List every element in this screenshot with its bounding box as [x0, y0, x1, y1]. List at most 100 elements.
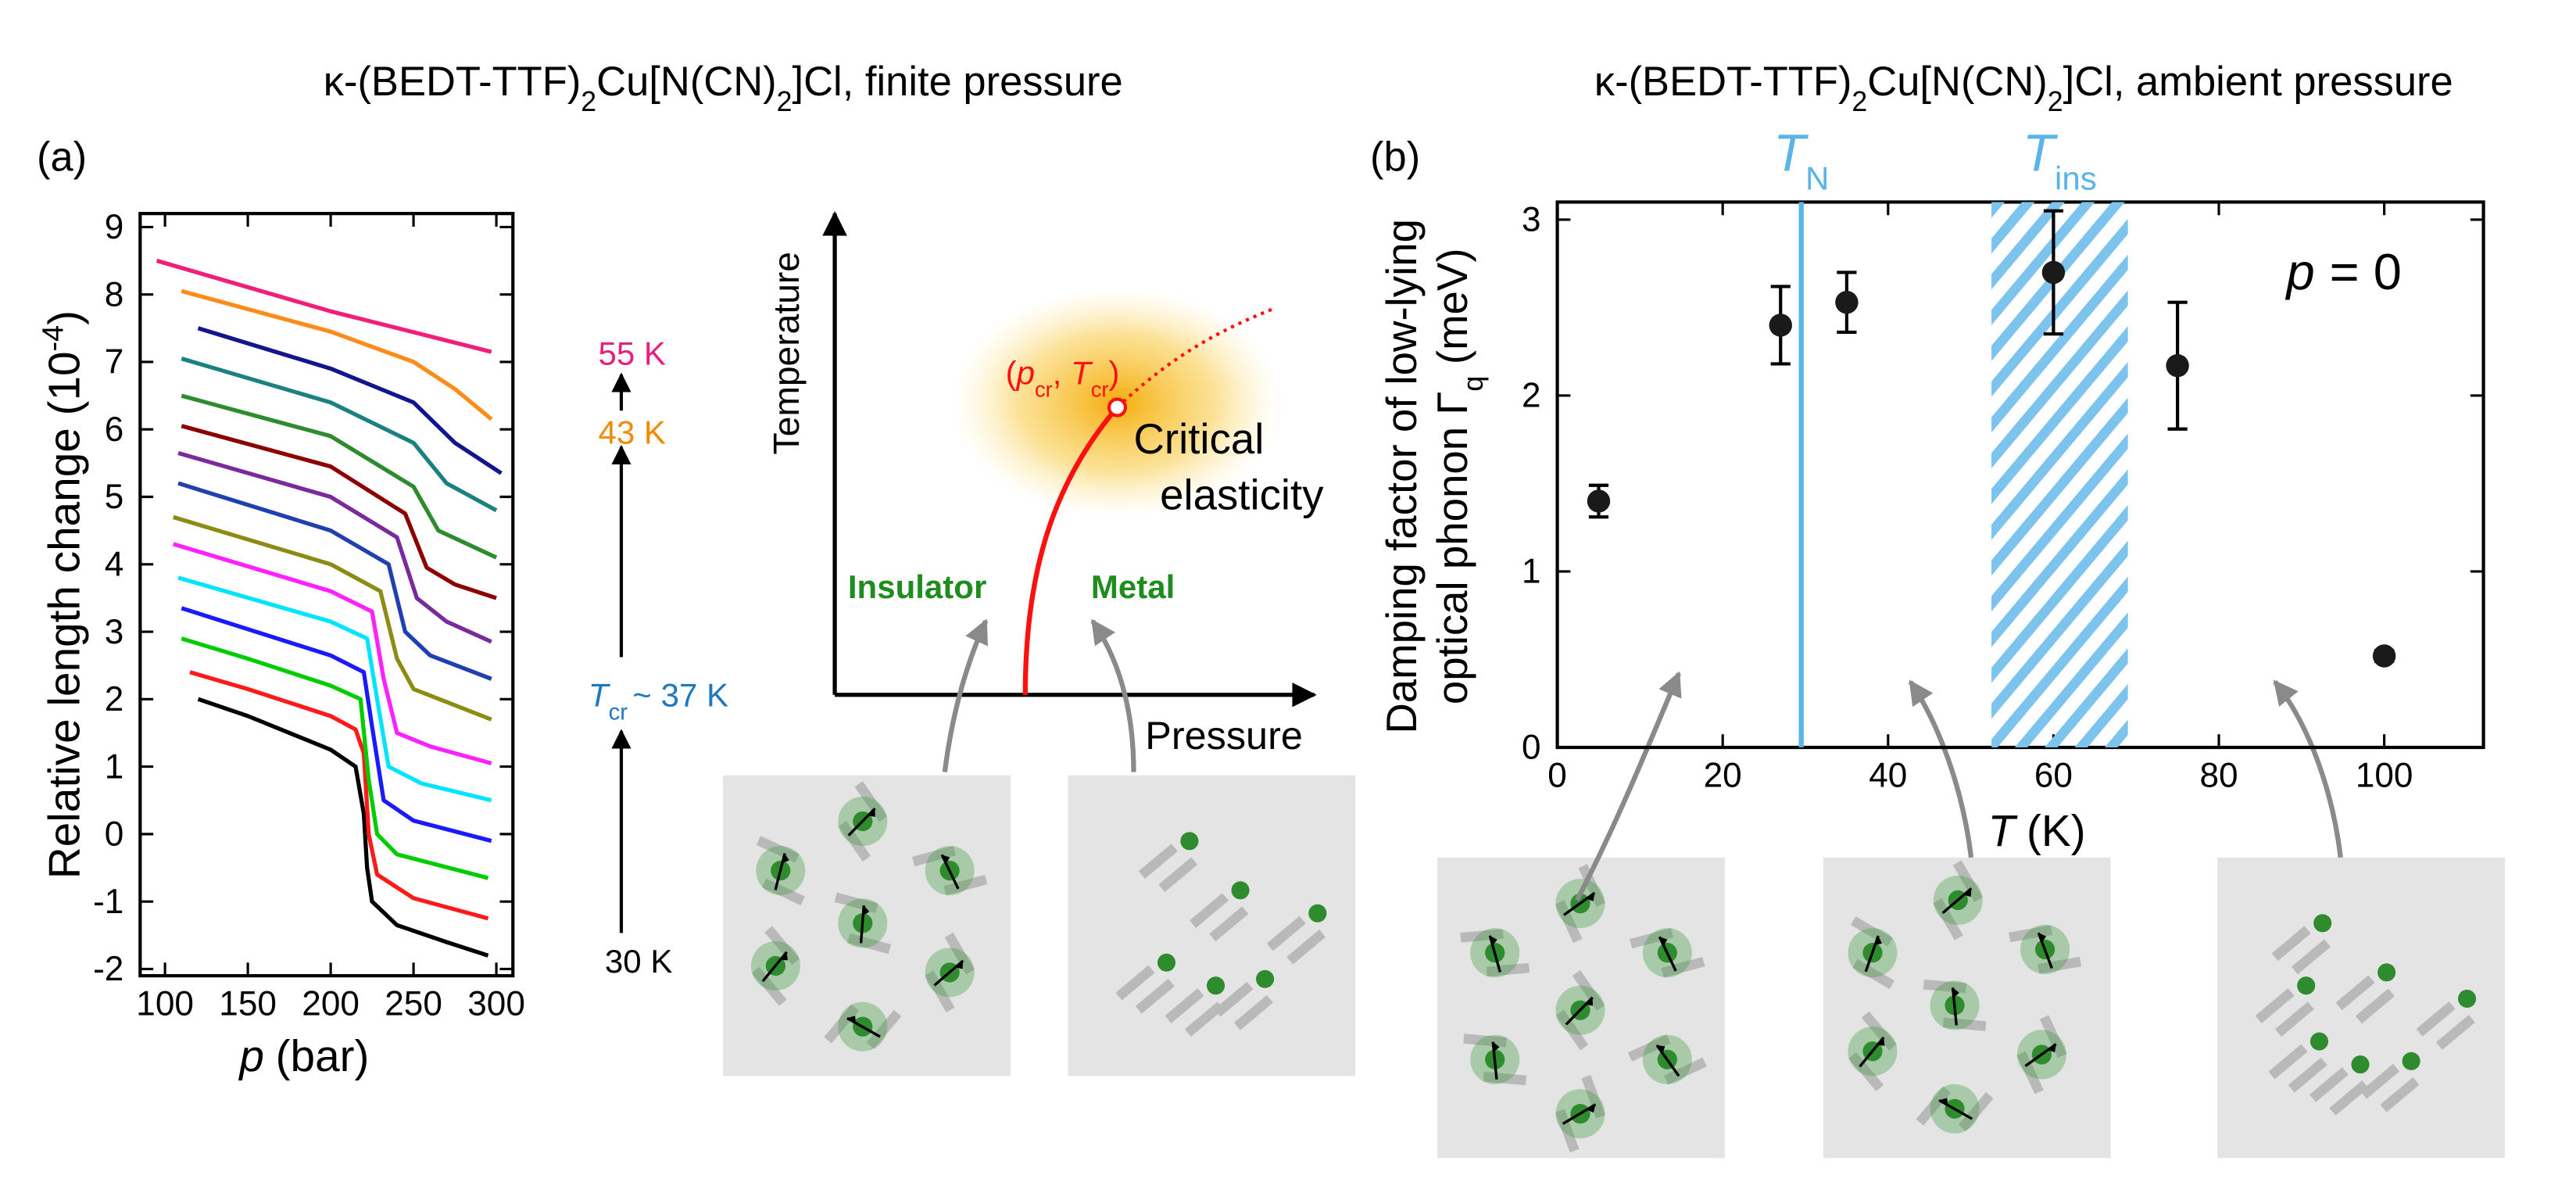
- panel-title: κ-(BEDT-TTF)2Cu[N(CN)2]Cl, finite pressu…: [324, 59, 1123, 117]
- title-sub: 2: [777, 86, 792, 117]
- illustration-box: [1068, 775, 1356, 1077]
- data-line: [181, 424, 497, 600]
- label-part: T: [1071, 355, 1093, 392]
- axis-unit: (bar): [276, 1032, 370, 1081]
- label-part: = 0: [2330, 243, 2402, 300]
- y-tick-label: -1: [93, 883, 123, 921]
- transition-line: [1022, 406, 1119, 695]
- panel-label: (a): [37, 134, 87, 181]
- phase-label: Metal: [1091, 568, 1175, 605]
- y-tick-label: 4: [105, 545, 124, 583]
- y-tick-label: 2: [105, 680, 124, 718]
- data-line: [181, 393, 498, 560]
- x-tick-label: 0: [1547, 756, 1567, 794]
- data-point: [2041, 260, 2066, 285]
- phase-diagram: Temperature Pressure Insulator Metal Cri…: [766, 210, 1324, 758]
- axis-unit: (meV): [1429, 248, 1476, 364]
- diagram-note: elasticity: [1160, 471, 1324, 518]
- diagram-x-label: Pressure: [1145, 713, 1303, 758]
- data-point: [2372, 644, 2396, 668]
- y-tick-label: 0: [105, 815, 124, 854]
- plot-frame: [138, 212, 515, 978]
- data-line: [156, 258, 492, 354]
- panel-title: κ-(BEDT-TTF)2Cu[N(CN)2]Cl, ambient press…: [1594, 59, 2453, 117]
- y-tick-label: 6: [105, 410, 124, 449]
- x-tick-label: 20: [1704, 756, 1742, 794]
- y-axis-label: Damping factor of low-lying: [1378, 219, 1426, 734]
- annotation-sub: cr: [609, 699, 628, 725]
- label-part: p: [2284, 243, 2314, 300]
- y-tick-label: 3: [105, 613, 124, 651]
- title-part: ]Cl, ambient pressure: [2063, 59, 2453, 105]
- pointer: [1090, 618, 1136, 772]
- label-sub: cr: [1091, 377, 1109, 401]
- y-tick-label: 7: [105, 343, 124, 382]
- data-line: [177, 450, 492, 644]
- axis-text: Relative length change (10: [41, 351, 90, 879]
- crossover-line: [1116, 307, 1274, 409]
- axis-text: optical phonon Γ: [1429, 392, 1476, 705]
- data-point: [1769, 314, 1792, 337]
- title-part: κ-(BEDT-TTF): [324, 59, 581, 105]
- y-tick-label: -2: [93, 950, 123, 988]
- x-tick-label: 250: [385, 984, 442, 1023]
- x-tick-label: 80: [2199, 756, 2238, 794]
- axis-symbol: T: [1988, 807, 2018, 856]
- annotation-text: ~ 37 K: [632, 676, 728, 713]
- transition-label: TN: [1773, 124, 1829, 196]
- label-part: (: [1006, 355, 1017, 392]
- y-tick-label: 2: [1522, 377, 1541, 415]
- data-point: [1835, 290, 1859, 314]
- phase-label: Insulator: [848, 568, 986, 605]
- axis-sup: -4: [38, 325, 70, 352]
- data-line: [173, 514, 492, 722]
- condition-label: p = 0: [2284, 243, 2402, 300]
- pointer: [942, 618, 989, 772]
- y-tick-label: 0: [1522, 729, 1541, 767]
- data-line: [181, 606, 492, 844]
- y-tick-label: 5: [105, 478, 124, 516]
- axis-text: ): [41, 310, 90, 325]
- data-point: [1587, 489, 1611, 513]
- x-tick-label: 60: [2034, 756, 2073, 794]
- x-axis-label: p (bar): [238, 1032, 369, 1081]
- axis-sub: q: [1458, 376, 1489, 392]
- title-part: Cu[N(CN): [1867, 59, 2047, 105]
- critical-point: [1107, 397, 1128, 417]
- label-part: ,: [1053, 355, 1071, 392]
- panel-label: (b): [1370, 134, 1420, 181]
- label-symbol: T: [2023, 124, 2059, 183]
- x-tick-label: 40: [1869, 756, 1907, 794]
- pointer: [2273, 679, 2343, 858]
- data-line: [189, 670, 489, 921]
- y-tick-label: 8: [105, 275, 124, 314]
- annotation: 30 K: [605, 943, 672, 980]
- annotation-text: 43 K: [599, 414, 666, 450]
- illustrations: [723, 618, 2505, 1162]
- transition-label: Tins: [2023, 124, 2097, 196]
- critical-point-label: (pcr, Tcr): [1006, 355, 1120, 402]
- data-line: [173, 542, 492, 765]
- illustration-box: [2217, 857, 2505, 1159]
- pointer: [1574, 671, 1682, 901]
- label-sub: N: [1805, 159, 1829, 196]
- data-line: [181, 357, 498, 513]
- diagram-y-label: Temperature: [766, 252, 807, 454]
- data-line: [181, 636, 489, 880]
- x-axis-label: T (K): [1988, 807, 2086, 856]
- title-part: κ-(BEDT-TTF): [1594, 59, 1852, 105]
- insulating-region: [1991, 202, 2128, 748]
- data-point: [2166, 353, 2189, 378]
- x-tick-label: 300: [467, 984, 525, 1023]
- y-tick-label: 3: [1522, 201, 1541, 239]
- y-tick-label: 9: [105, 208, 124, 246]
- annotation: 43 K: [599, 414, 666, 450]
- annotation-text: 30 K: [605, 943, 672, 980]
- x-tick-label: 100: [2356, 756, 2413, 794]
- axis-symbol: p: [238, 1032, 264, 1081]
- title-part: Cu[N(CN): [596, 59, 776, 105]
- y-axis-label: optical phonon Γq (meV): [1429, 248, 1489, 704]
- x-tick-label: 100: [136, 984, 194, 1023]
